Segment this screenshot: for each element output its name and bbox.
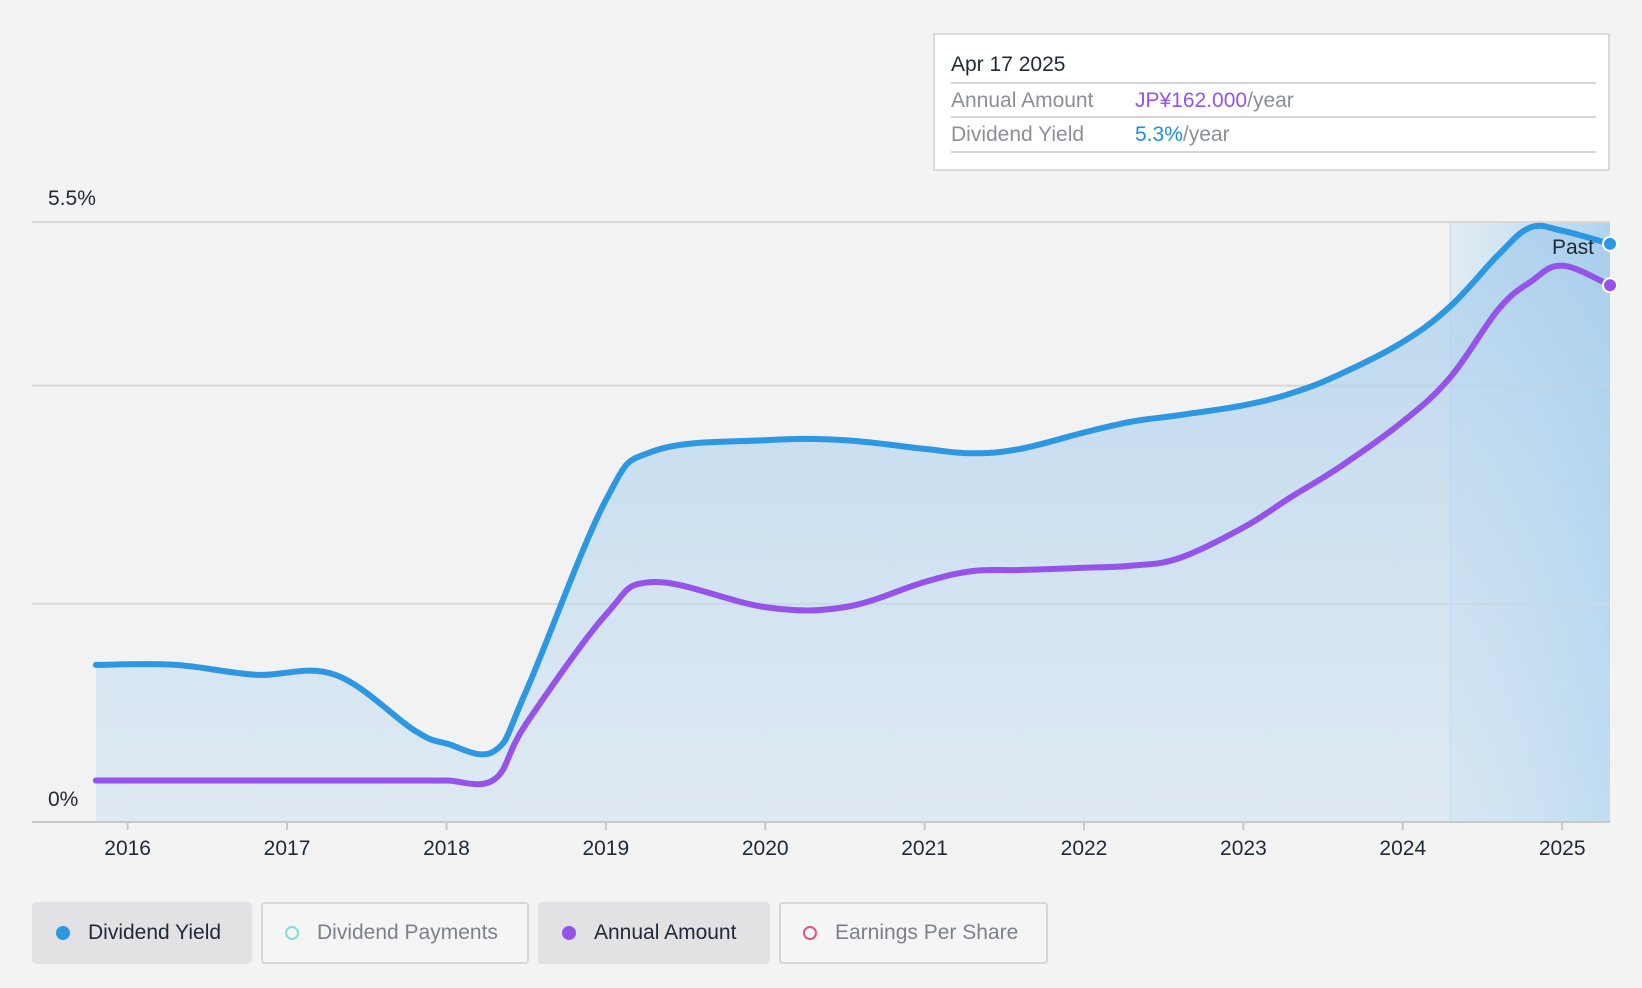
y-axis-max-label: 5.5% bbox=[48, 187, 96, 210]
dividend-yield-line bbox=[92, 222, 1613, 758]
tooltip: Apr 17 2025 Annual Amount JP¥162.000/yea… bbox=[933, 33, 1610, 171]
past-label: Past bbox=[1552, 236, 1594, 259]
tooltip-value: 5.3% bbox=[1135, 123, 1183, 146]
y-axis-min-label: 0% bbox=[48, 788, 78, 811]
tooltip-row-dividend-yield: Dividend Yield 5.3%/year bbox=[951, 116, 1596, 153]
x-tick-label: 2021 bbox=[901, 837, 948, 860]
legend-dividend-yield-button[interactable]: Dividend Yield bbox=[32, 902, 252, 964]
axis-labels: 5.5% 0% Past bbox=[48, 187, 1594, 811]
series-lines bbox=[92, 222, 1618, 788]
legend-annual-amount-button[interactable]: Annual Amount bbox=[538, 902, 770, 964]
tooltip-value-wrap: JP¥162.000/year bbox=[1135, 84, 1294, 117]
x-tick-label: 2019 bbox=[582, 837, 629, 860]
yield-area bbox=[95, 225, 1610, 822]
dividend-yield-end-point bbox=[1602, 235, 1618, 252]
dividend-yield-area bbox=[95, 225, 1610, 822]
legend-dot-icon bbox=[56, 926, 70, 940]
x-tick-label: 2022 bbox=[1061, 837, 1108, 860]
x-tick-label: 2018 bbox=[423, 837, 470, 860]
legend-dot-icon bbox=[285, 926, 299, 940]
x-tick-label: 2017 bbox=[264, 837, 311, 860]
tooltip-row-annual-amount: Annual Amount JP¥162.000/year bbox=[951, 82, 1596, 117]
legend-label: Earnings Per Share bbox=[835, 921, 1019, 944]
tooltip-date: Apr 17 2025 bbox=[951, 53, 1066, 76]
legend-earnings-per-share-button[interactable]: Earnings Per Share bbox=[779, 902, 1048, 964]
legend-dot-icon bbox=[562, 926, 576, 940]
tooltip-suffix: /year bbox=[1182, 123, 1230, 146]
tooltip-value: JP¥162.000 bbox=[1135, 89, 1248, 112]
tooltip-value-wrap: 5.3%/year bbox=[1135, 118, 1230, 151]
x-tick-label: 2025 bbox=[1539, 837, 1586, 860]
legend-label: Dividend Payments bbox=[317, 921, 498, 944]
legend-dividend-payments-button[interactable]: Dividend Payments bbox=[261, 902, 529, 964]
x-tick-label: 2023 bbox=[1220, 837, 1267, 860]
legend-dot-icon bbox=[803, 926, 817, 940]
tooltip-suffix: /year bbox=[1247, 89, 1294, 112]
annual-amount-end-point bbox=[1602, 277, 1618, 294]
tooltip-label: Dividend Yield bbox=[951, 123, 1085, 146]
legend-label: Dividend Yield bbox=[88, 921, 222, 944]
legend-label: Annual Amount bbox=[594, 921, 737, 944]
annual-amount-line bbox=[92, 262, 1613, 788]
tooltip-label: Annual Amount bbox=[951, 89, 1094, 112]
x-tick-label: 2016 bbox=[104, 837, 151, 860]
x-tick-label: 2020 bbox=[742, 837, 789, 860]
x-axis: 2016 2017 2018 2019 2020 2021 2022 2023 2024 2025 bbox=[32, 821, 1610, 860]
x-tick-label: 2024 bbox=[1379, 837, 1426, 860]
